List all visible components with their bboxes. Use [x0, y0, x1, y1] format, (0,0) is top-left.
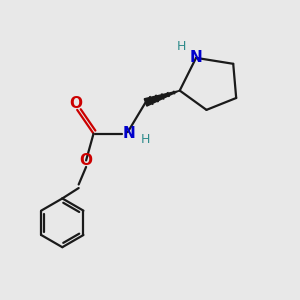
Polygon shape — [144, 91, 180, 106]
Text: N: N — [122, 126, 135, 141]
Text: N: N — [190, 50, 202, 65]
Text: H: H — [176, 40, 186, 53]
Text: O: O — [69, 96, 82, 111]
Text: H: H — [141, 133, 150, 146]
Text: O: O — [79, 154, 92, 169]
